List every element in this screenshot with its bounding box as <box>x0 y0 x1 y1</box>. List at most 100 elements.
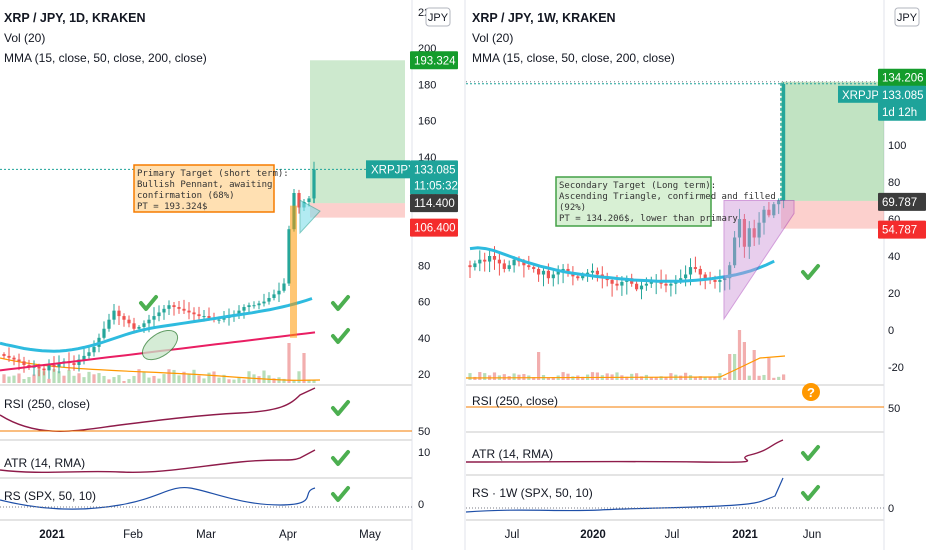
annotation-line: PT = 193.324$ <box>137 202 207 212</box>
candle-body <box>492 256 497 260</box>
candle-body <box>262 301 266 304</box>
time-axis[interactable]: Jul 2020 Jul 2021 Jun <box>505 529 822 541</box>
volume-bar <box>127 379 131 383</box>
volume-bar <box>82 377 86 383</box>
volume-bar <box>97 373 101 383</box>
volume-bar <box>57 371 61 383</box>
drawings <box>139 199 350 502</box>
candle-body <box>635 283 639 290</box>
volume-ma-line <box>465 355 786 379</box>
candle-body <box>488 256 492 262</box>
candle-body <box>47 364 51 371</box>
candle-body <box>122 316 126 320</box>
volume-bar <box>12 375 16 383</box>
volume-bar <box>772 377 776 380</box>
price-tag-bg <box>878 220 926 239</box>
check-icon <box>331 328 350 344</box>
volume-bar <box>747 375 751 380</box>
candle-body <box>546 270 550 279</box>
time-axis[interactable]: 2021 Feb Mar Apr May <box>39 529 381 541</box>
candle-body <box>107 319 111 329</box>
pane-tick: 50 <box>888 403 900 415</box>
y-tick-label: 0 <box>888 325 894 337</box>
volume-bar <box>639 376 644 380</box>
atr-line <box>465 439 784 463</box>
pane-label: ATR (14, RMA) <box>472 447 553 461</box>
candle-body <box>703 274 707 279</box>
candle-body <box>483 259 487 262</box>
chart-1w: ? XRP / JPY, 1W, KRAKEN Vol (20) MMA (15… <box>465 7 926 541</box>
x-tick-label: Apr <box>279 529 297 541</box>
volume-bar <box>483 373 487 380</box>
indicator-panes: RSI (250, close) ATR (14, RMA) RS (SPX, 50… <box>0 387 430 511</box>
currency-button[interactable]: JPY <box>425 7 451 27</box>
drawings: ? <box>723 200 820 501</box>
y-tick-label: 60 <box>418 297 430 309</box>
price-tag: 114.400 <box>414 198 455 210</box>
candle-body <box>197 314 201 317</box>
position-zones <box>466 81 884 229</box>
volume-bar <box>723 377 727 380</box>
candle-body <box>17 359 21 362</box>
x-tick-label: 2020 <box>580 529 606 541</box>
flagpole-rect <box>290 205 297 338</box>
price-tag: 133.085 <box>882 90 924 102</box>
volume-bar <box>551 377 555 380</box>
ma50-line <box>469 246 775 283</box>
volume-bar <box>207 372 211 383</box>
volume-bar <box>659 376 663 380</box>
candle-body <box>733 237 737 266</box>
currency-button[interactable]: JPY <box>894 7 920 27</box>
annotation-title: Secondary Target (Long term): <box>559 181 716 191</box>
annotation-primary-target: Primary Target (short term): Bullish Pen… <box>133 164 289 213</box>
x-tick-label: Feb <box>123 529 143 541</box>
volume-bar <box>202 378 206 383</box>
volume-bar <box>67 369 71 383</box>
indicator-vol: Vol (20) <box>4 31 45 45</box>
price-tag-bg <box>878 192 926 211</box>
indicator-vol: Vol (20) <box>472 31 513 45</box>
candle-body <box>277 290 281 295</box>
volume-bar <box>752 350 756 380</box>
candle-body <box>282 283 286 291</box>
volume-bar <box>698 376 702 380</box>
pane-tick: 10 <box>418 447 430 459</box>
volume-bar <box>649 377 653 380</box>
volume-bar <box>197 375 201 383</box>
volume-bar <box>147 377 151 383</box>
candle-body <box>52 364 56 367</box>
candle-body <box>257 303 261 306</box>
volume-bar <box>757 375 761 380</box>
candle-body <box>42 368 46 371</box>
candle-body <box>468 265 472 268</box>
candle-body <box>222 317 226 320</box>
candle-body <box>77 359 81 365</box>
volume-bar <box>654 377 658 380</box>
candle-body <box>242 307 246 311</box>
candle-body <box>723 278 727 281</box>
candle-body <box>22 361 26 365</box>
candle-body <box>566 268 570 273</box>
candle-body <box>522 261 526 266</box>
candle-body <box>742 219 746 247</box>
candle-body <box>162 308 166 313</box>
volume-bar <box>512 373 516 380</box>
volume-bar <box>561 372 565 380</box>
candle-body <box>551 274 555 279</box>
volume-bar <box>117 375 121 383</box>
candle-body <box>252 305 256 307</box>
candle-body <box>307 198 311 203</box>
candle-body <box>247 305 251 308</box>
candle-body <box>502 263 506 269</box>
volume-bar <box>615 372 619 380</box>
volume-bar <box>468 373 472 380</box>
volume-bar <box>217 377 221 383</box>
volume-bar <box>142 372 146 383</box>
volume-bar <box>590 372 595 380</box>
volume-bar <box>669 373 673 380</box>
annotation-line: PT = 134.206$, lower than primary <box>559 214 738 224</box>
candle-body <box>507 265 511 269</box>
candle-body <box>478 259 482 264</box>
currency-label: JPY <box>428 12 449 24</box>
